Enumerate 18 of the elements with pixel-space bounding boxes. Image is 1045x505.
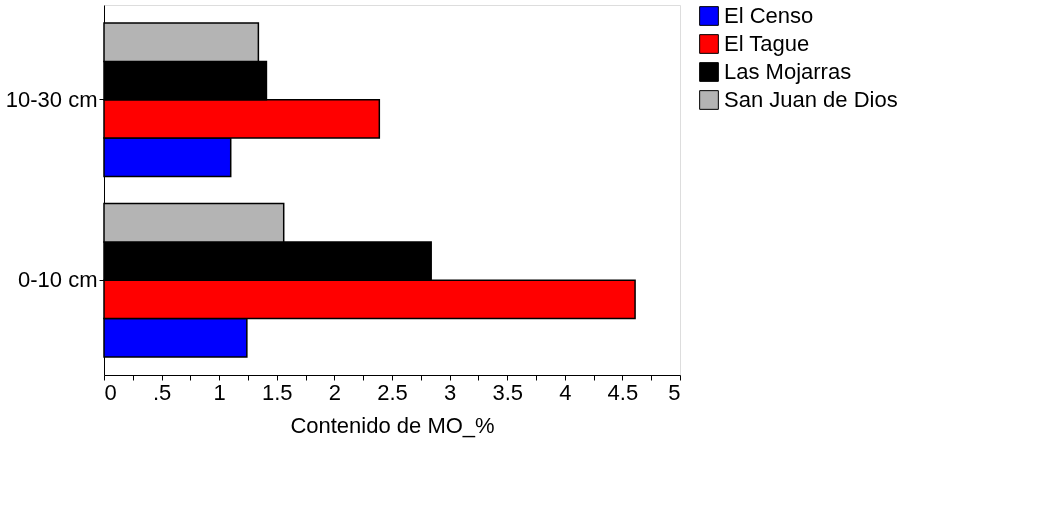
x-tick-label: 2.5 [377, 379, 408, 405]
x-tick-label: 4.5 [607, 379, 639, 405]
x-tick-label: 2 [328, 379, 342, 405]
x-tick-label: 3.5 [492, 379, 523, 405]
legend-label: El Censo [724, 3, 814, 28]
legend-label: San Juan de Dios [724, 87, 898, 112]
x-axis-title: Contenido de MO_% [290, 412, 495, 438]
legend-label: El Tague [724, 31, 810, 56]
x-tick-label: 1 [213, 379, 226, 405]
y-tick-label: 10-30 cm [5, 86, 98, 112]
x-tick-label: 5 [668, 379, 681, 405]
x-tick-label: 1.5 [262, 379, 293, 405]
x-tick-label: 3 [443, 379, 457, 405]
x-tick-label: 4 [559, 379, 572, 405]
legend-label: Las Mojarras [724, 59, 852, 84]
x-tick-label: .5 [152, 379, 172, 405]
y-tick-label: 0-10 cm [18, 267, 98, 293]
x-tick-label: 0 [104, 379, 117, 405]
